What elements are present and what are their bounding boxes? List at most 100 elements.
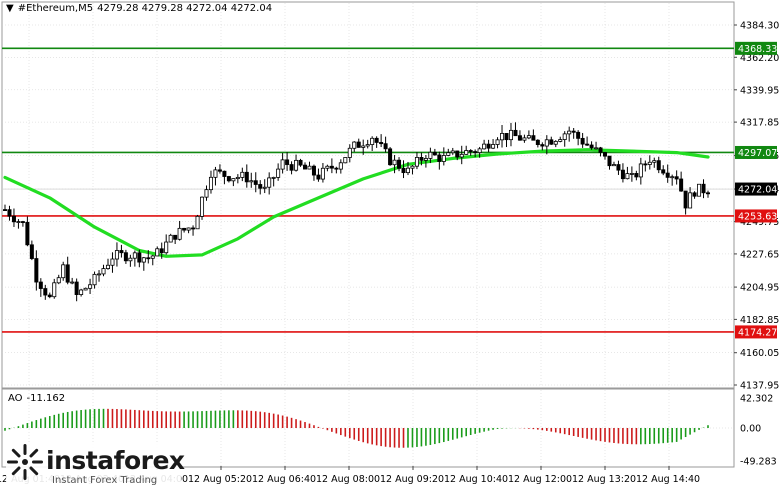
candle-body (486, 143, 491, 149)
candle (267, 172, 272, 195)
candle-body (553, 140, 558, 145)
candle (517, 130, 522, 141)
candle-body (634, 173, 639, 178)
candle (7, 205, 12, 221)
candle (231, 178, 236, 187)
candlesticks (3, 122, 711, 302)
candle-body (370, 137, 375, 145)
candle (508, 122, 513, 147)
candle (303, 162, 308, 170)
candle (491, 139, 496, 150)
candle-body (235, 176, 240, 180)
candle-body (504, 133, 509, 141)
candle-body (397, 159, 402, 169)
candle (92, 271, 97, 289)
candle (432, 148, 437, 156)
candle (428, 147, 433, 164)
price-tick-label: 4384.30 (740, 21, 779, 32)
candle-body (437, 154, 442, 162)
candle (441, 147, 446, 166)
candle (123, 249, 128, 264)
candle-body (468, 150, 473, 152)
candle (576, 130, 581, 146)
candle-body (607, 155, 612, 167)
candle (47, 292, 52, 299)
time-tick-label: 12 Aug 09:20 (380, 474, 444, 485)
candle (20, 220, 25, 227)
candle-body (258, 184, 263, 189)
candle-body (441, 155, 446, 162)
candle (258, 180, 263, 195)
candle (34, 250, 39, 291)
candle-body (141, 257, 146, 263)
candle-body (665, 172, 670, 178)
candle-body (643, 163, 648, 166)
time-tick-label: 12 Aug 05:20 (188, 474, 252, 485)
candle-body (226, 176, 231, 182)
candle (634, 170, 639, 181)
candle-body (558, 139, 563, 142)
candle (643, 160, 648, 172)
candle-body (92, 273, 97, 286)
candle (285, 152, 290, 171)
candle-body (379, 142, 384, 145)
time-tick-label: 12 Aug 12:00 (508, 474, 572, 485)
candle-body (320, 167, 325, 180)
dropdown-arrow-icon[interactable]: ▼ (6, 3, 14, 14)
candle (74, 278, 79, 302)
candle (119, 244, 124, 258)
candle-body (276, 168, 281, 178)
candle-body (477, 148, 482, 154)
candle (334, 166, 339, 174)
candle (320, 163, 325, 183)
candle-body (38, 281, 43, 289)
price-tick-label: 4204.95 (740, 283, 779, 294)
candle-body (652, 160, 657, 163)
candle (513, 122, 518, 137)
candle-body (114, 250, 119, 260)
time-tick-label: 12 Aug 14:40 (636, 474, 700, 485)
candle (594, 141, 599, 150)
candle-body (61, 264, 66, 279)
candle (141, 256, 146, 271)
candle-body (401, 167, 406, 174)
candle-body (123, 252, 128, 262)
candle (607, 155, 612, 170)
candle-body (34, 258, 39, 283)
candle (294, 154, 299, 172)
candle-body (544, 139, 549, 147)
candle-body (697, 183, 702, 197)
candle (235, 174, 240, 184)
candle (500, 124, 505, 148)
candle-body (97, 273, 102, 276)
candle-body (661, 169, 666, 174)
candle (665, 164, 670, 183)
candle-body (88, 284, 93, 289)
resistance-high-label-box (735, 41, 777, 55)
candle (625, 166, 630, 180)
resistance-high-label-text: 4368.33 (738, 44, 777, 55)
candle-body (647, 161, 652, 165)
candle-body (500, 133, 505, 141)
candle (191, 225, 196, 236)
candle-body (213, 169, 218, 178)
candle-body (526, 135, 531, 139)
price-tick-label: 4227.65 (740, 249, 779, 260)
candle (88, 278, 93, 295)
candle (683, 190, 688, 215)
candle (661, 165, 666, 176)
ao-tick-label: 42.302 (740, 394, 773, 405)
candle-body (701, 183, 706, 194)
candle (468, 149, 473, 156)
candle-body (195, 215, 200, 230)
candle-body (191, 227, 196, 230)
candle-body (611, 164, 616, 167)
candle-body (150, 255, 155, 259)
candle (616, 160, 621, 175)
candle-body (298, 159, 303, 166)
candle-body (482, 143, 487, 150)
candle (164, 234, 169, 255)
chart-title: ▼ #Ethereum,M5 4279.28 4279.28 4272.04 427… (6, 3, 276, 14)
